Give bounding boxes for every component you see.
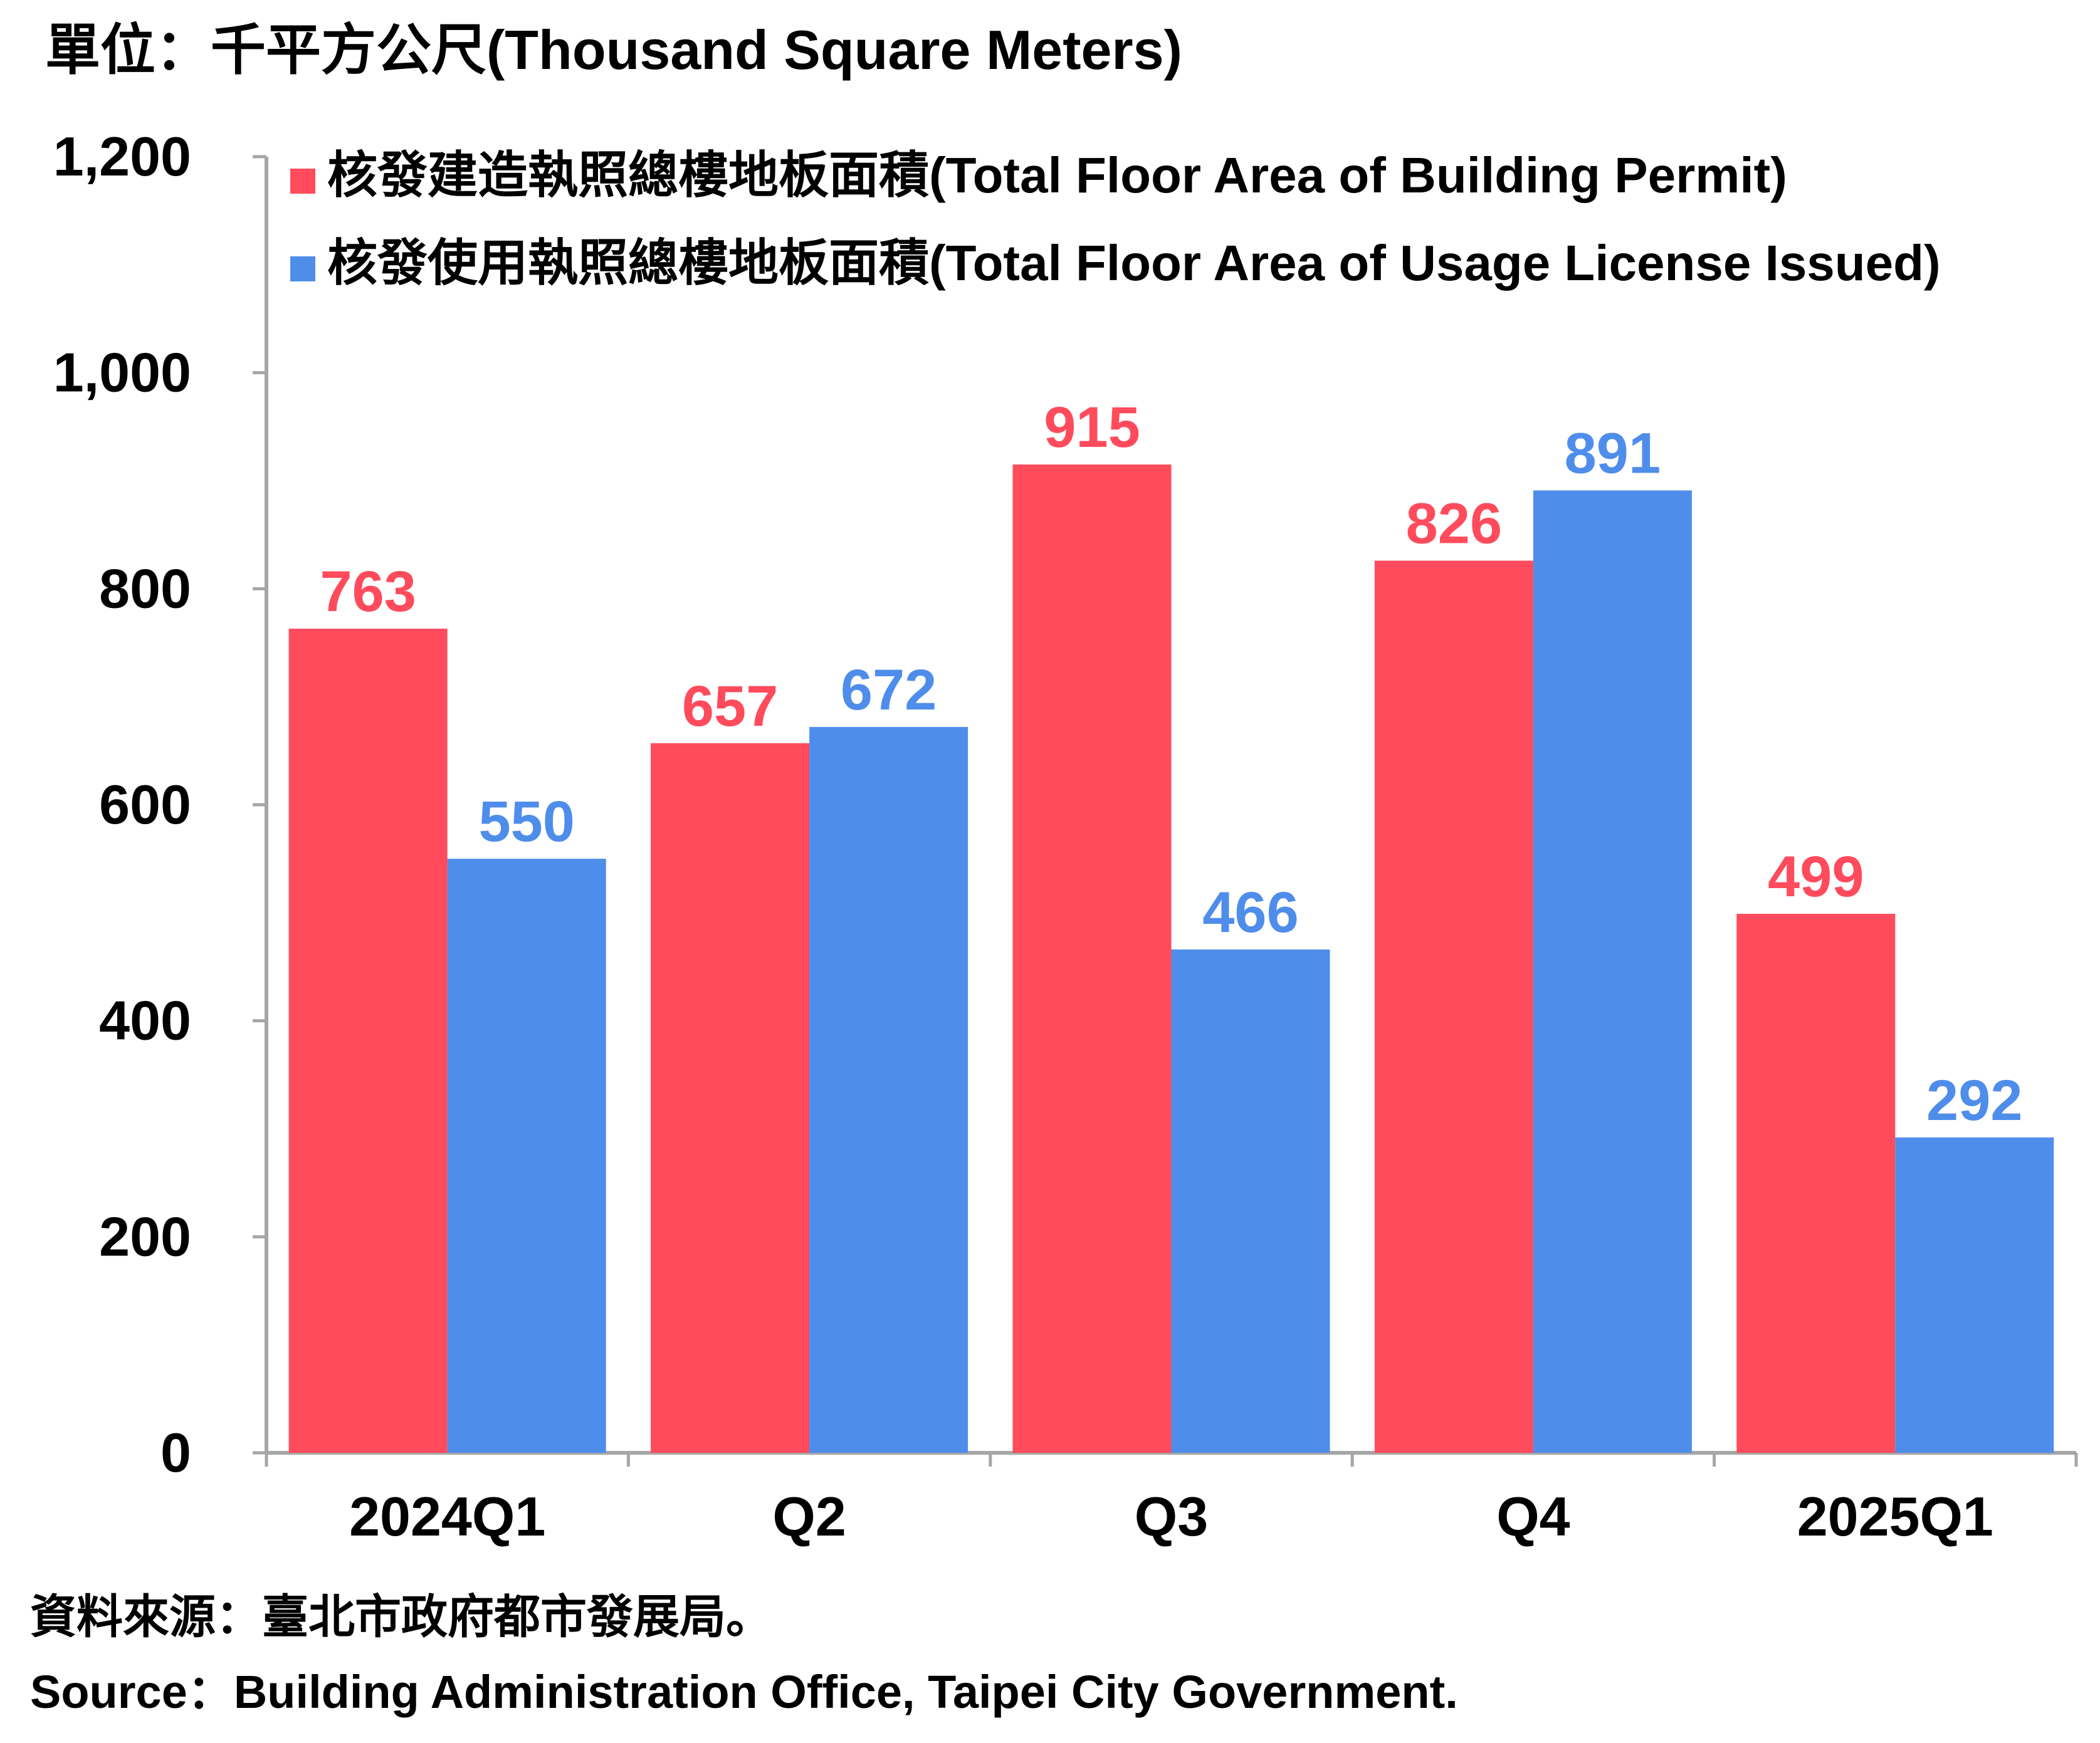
legend: 核發建造執照總樓地板面積(Total Floor Area of Buildin… [290,147,1941,291]
y-tick-label: 400 [99,990,191,1052]
data-label-permit: 499 [1768,845,1864,909]
x-tick-label: 2024Q1 [349,1485,545,1547]
source-english: Source：Building Administration Office, T… [30,1666,1458,1718]
x-tick-label: Q3 [1135,1485,1208,1547]
bars [288,464,2054,1453]
data-label-usage: 891 [1565,422,1661,486]
x-tick-label: 2025Q1 [1797,1485,1993,1547]
y-tick-label: 800 [99,557,191,619]
legend-swatch-usage [290,256,315,281]
x-axis: 2024Q1 Q2 Q3 Q4 2025Q1 [265,1451,2078,1547]
source-chinese: 資料來源：臺北市政府都市發展局。 [30,1591,772,1643]
unit-label: 單位：千平方公尺(Thousand Square Meters) [45,19,1182,81]
bar-permit [1012,464,1172,1453]
y-tick-label: 200 [99,1205,191,1267]
y-axis: 0 200 400 600 800 1,000 1,200 [53,125,268,1484]
data-label-permit: 915 [1044,395,1140,459]
y-tick-label: 0 [160,1421,191,1484]
data-label-usage: 672 [841,658,937,722]
legend-label-usage: 核發使用執照總樓地板面積(Total Floor Area of Usage L… [327,235,1941,291]
bar-permit [1374,560,1533,1453]
bar-usage [1895,1137,2054,1453]
y-tick-label: 1,200 [53,125,191,187]
bar-usage [1171,949,1330,1453]
bar-permit [288,629,448,1453]
bar-permit [651,743,810,1453]
data-label-usage: 466 [1202,881,1299,945]
data-labels: 763 550 657 672 915 466 826 891 499 292 [320,395,2022,1133]
legend-swatch-permit [290,169,315,194]
bar-usage [447,859,606,1453]
bar-usage [1533,490,1692,1453]
y-tick-label: 1,000 [53,342,191,404]
x-tick-label: Q2 [772,1485,846,1547]
bar-permit [1736,914,1896,1453]
data-label-permit: 826 [1406,492,1503,556]
y-tick-label: 600 [99,773,191,835]
data-label-usage: 550 [478,790,575,854]
bar-usage [809,726,969,1453]
data-label-permit: 763 [320,560,416,624]
x-tick-label: Q4 [1496,1485,1570,1547]
data-label-permit: 657 [682,674,779,738]
data-label-usage: 292 [1926,1069,2023,1133]
legend-label-permit: 核發建造執照總樓地板面積(Total Floor Area of Buildin… [327,147,1787,203]
